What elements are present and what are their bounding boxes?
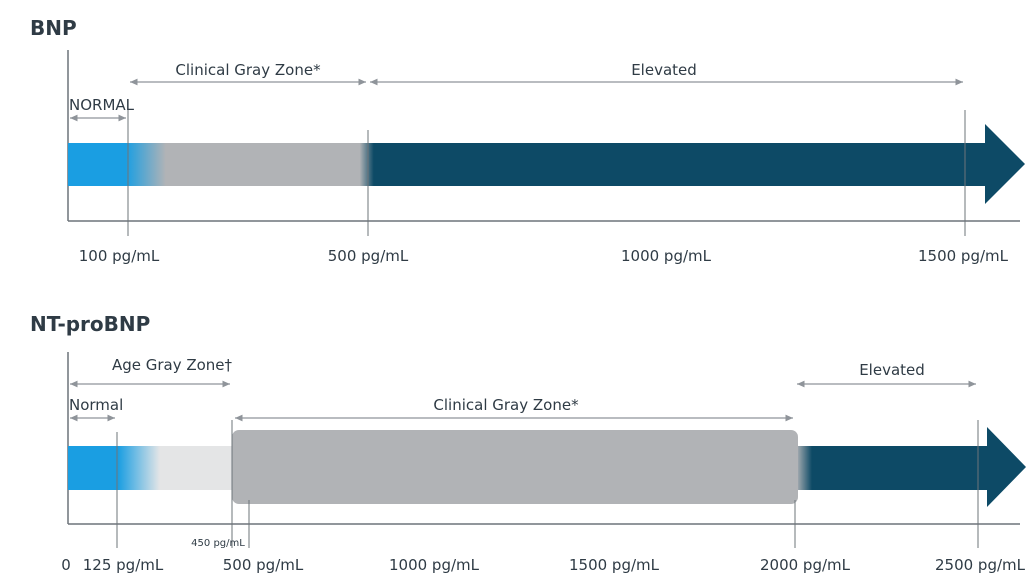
ntprobnp-tick-label-1000: 1000 pg/mL <box>389 556 480 574</box>
ntprobnp-normal-age-bar <box>68 446 240 490</box>
ntprobnp-panel: NT-proBNP Normal Age Gray Zone† Clinical… <box>30 312 1026 574</box>
ntprobnp-tick-label-125: 125 pg/mL <box>83 556 164 574</box>
bnp-arrow-head <box>985 124 1025 204</box>
ntprobnp-tick-label-500: 500 pg/mL <box>223 556 304 574</box>
bnp-elevated-label: Elevated <box>631 61 697 79</box>
ntprobnp-normal-label: Normal <box>69 396 123 414</box>
bnp-tick-label-500: 500 pg/mL <box>328 247 409 265</box>
bnp-tick-label-1500: 1500 pg/mL <box>918 247 1009 265</box>
ntprobnp-tick-label-0: 0 <box>61 556 71 574</box>
ntprobnp-clinical-gray-label: Clinical Gray Zone* <box>433 396 579 414</box>
ntprobnp-elevated-label: Elevated <box>859 361 925 379</box>
ntprobnp-clinical-gray-box <box>232 430 798 504</box>
bnp-normal-label: NORMAL <box>69 96 135 114</box>
ntprobnp-tick-label-450: 450 pg/mL <box>191 538 245 549</box>
bnp-clinical-gray-label: Clinical Gray Zone* <box>175 61 321 79</box>
ntprobnp-tick-label-2500: 2500 pg/mL <box>935 556 1026 574</box>
bnp-range-bar <box>68 143 993 186</box>
ntprobnp-tick-label-1500: 1500 pg/mL <box>569 556 660 574</box>
bnp-tick-label-1000: 1000 pg/mL <box>621 247 712 265</box>
ntprobnp-title: NT-proBNP <box>30 312 150 336</box>
ntprobnp-age-gray-label: Age Gray Zone† <box>112 356 233 374</box>
bnp-panel: BNP NORMAL Clinical Gray Zone* Elevated … <box>30 16 1025 265</box>
ntprobnp-elevated-bar <box>792 446 992 490</box>
bnp-tick-label-100: 100 pg/mL <box>79 247 160 265</box>
bnp-title: BNP <box>30 16 77 40</box>
ntprobnp-tick-label-2000: 2000 pg/mL <box>760 556 851 574</box>
ntprobnp-arrow-head <box>987 427 1026 507</box>
